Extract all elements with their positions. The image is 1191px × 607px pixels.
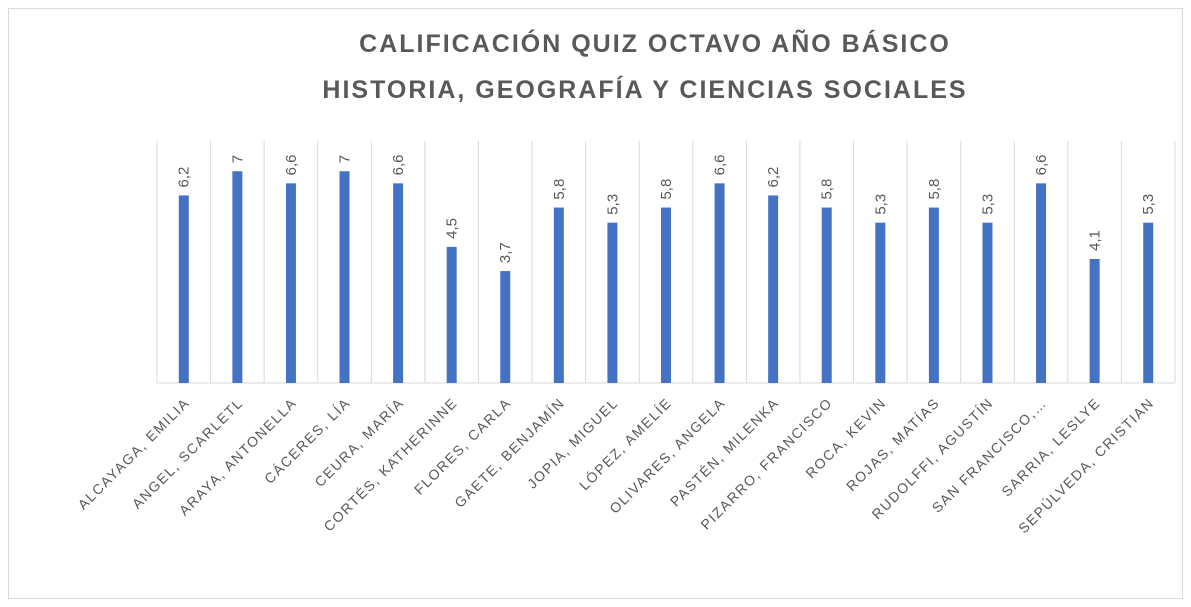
- bar: [928, 207, 939, 383]
- bar: [500, 271, 511, 383]
- chart-subtitle: HISTORIA, GEOGRAFÍA Y CIENCIAS SOCIALES: [322, 75, 967, 104]
- bar: [285, 183, 296, 383]
- bar: [339, 171, 350, 383]
- bar: [821, 207, 832, 383]
- bar: [661, 207, 671, 383]
- data-label: 6,6: [1033, 154, 1050, 175]
- data-label: 6,2: [765, 167, 782, 188]
- bar: [1036, 183, 1047, 383]
- bar: [1143, 222, 1154, 383]
- data-label: 4,5: [444, 218, 461, 239]
- bar: [393, 183, 404, 383]
- data-label: 5,8: [926, 179, 943, 200]
- data-label: 7: [229, 155, 246, 163]
- data-label: 6,6: [390, 154, 407, 175]
- chart-title: CALIFICACIÓN QUIZ OCTAVO AÑO BÁSICO: [359, 28, 951, 58]
- bar: [768, 195, 779, 383]
- bar: [607, 222, 618, 383]
- bar: [1089, 258, 1100, 383]
- bar: [714, 183, 725, 383]
- bar: [553, 207, 564, 383]
- bar: [446, 246, 457, 383]
- data-label: 4,1: [1087, 230, 1104, 251]
- data-label: 6,6: [283, 154, 300, 175]
- bar: [178, 195, 189, 383]
- bar: [875, 222, 886, 383]
- data-label: 5,3: [604, 194, 621, 215]
- data-label: 7: [336, 155, 353, 163]
- data-label: 5,8: [819, 179, 836, 200]
- data-label: 6,6: [712, 154, 729, 175]
- data-label: 5,3: [1140, 194, 1157, 215]
- bar: [232, 171, 243, 383]
- data-label: 5,3: [979, 194, 996, 215]
- bar: [982, 222, 993, 383]
- data-label: 6,2: [176, 167, 193, 188]
- data-label: 5,8: [658, 179, 675, 200]
- data-label: 3,7: [497, 242, 514, 263]
- data-label: 5,8: [551, 179, 568, 200]
- data-label: 5,3: [872, 194, 889, 215]
